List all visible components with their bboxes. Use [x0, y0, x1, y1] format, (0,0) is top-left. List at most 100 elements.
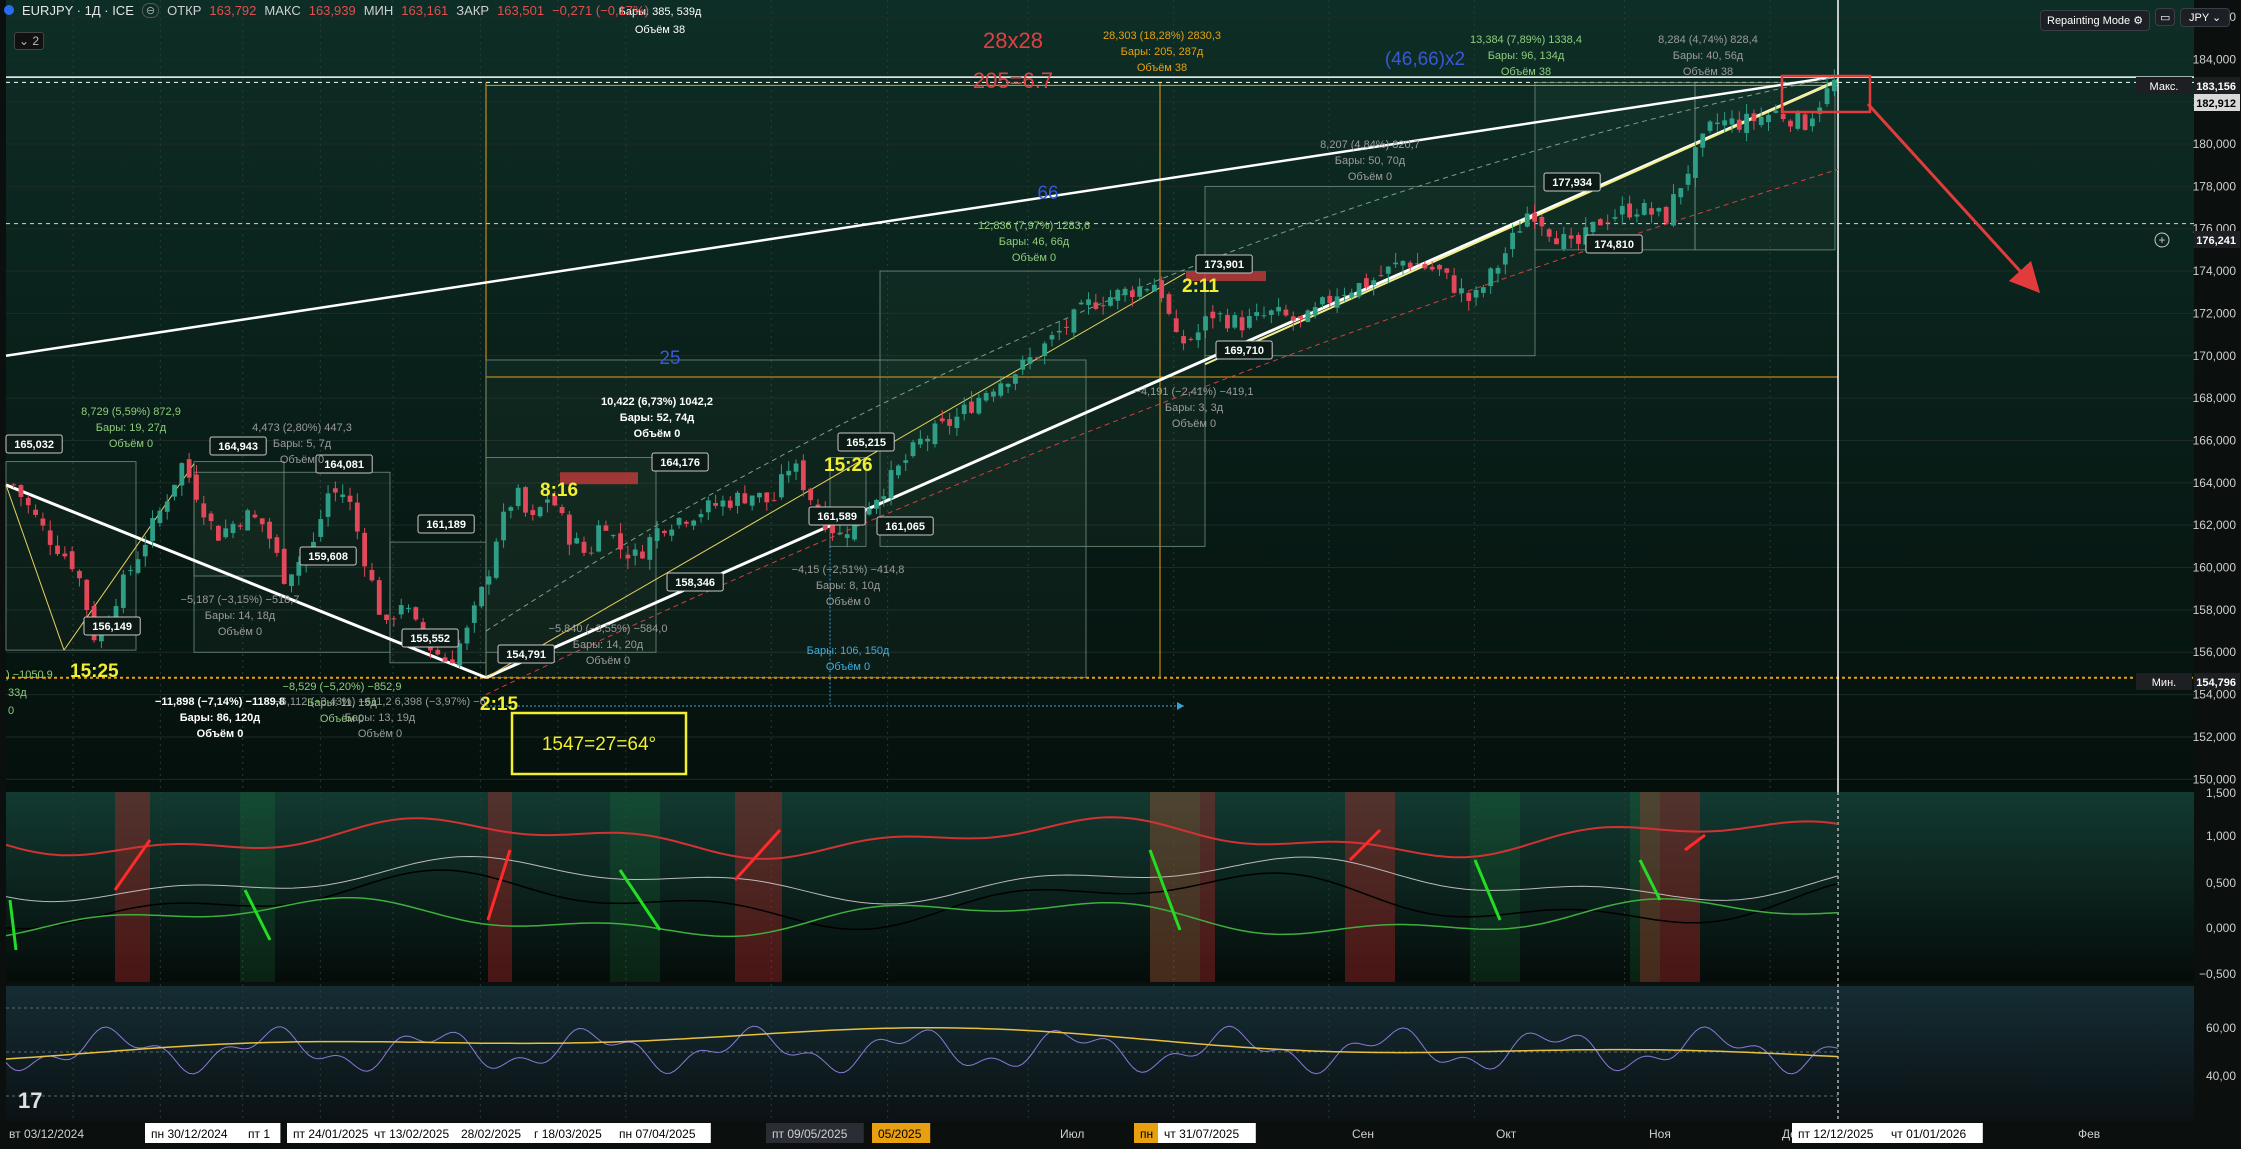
candle-body: [1027, 357, 1033, 364]
candle-body: [186, 459, 192, 478]
price-label-bg: [5, 434, 63, 454]
symbol-title[interactable]: EURJPY · 1Д · ICE: [22, 2, 134, 18]
candle-body: [267, 521, 272, 539]
price-label: 161,589: [817, 511, 857, 523]
price-label-bg: [1585, 234, 1643, 254]
candle-body: [464, 627, 470, 644]
candle-body: [559, 507, 565, 514]
candle-body: [1371, 280, 1377, 285]
price-label: 169,710: [1224, 345, 1264, 357]
time-tick-label: 05/2025: [878, 1127, 922, 1141]
candle-body: [1736, 119, 1742, 130]
time-tick-label: чт 31/07/2025: [1164, 1127, 1239, 1141]
price-tick-label: 164,000: [2193, 476, 2237, 490]
price-badge-label: Мин.: [2152, 677, 2176, 689]
price-label: 159,608: [308, 551, 348, 563]
price-tick-label: 152,000: [2193, 730, 2237, 744]
candle-body: [669, 529, 675, 536]
layers-toggle[interactable]: ⌄ 2: [14, 32, 45, 50]
osc-green-zone: [1150, 792, 1200, 982]
osc-green-spike: [243, 889, 272, 941]
measure-text-13: 28,303 (18,28%) 2830,3: [1103, 30, 1221, 42]
candle-body: [925, 438, 931, 442]
candle-body: [413, 607, 419, 620]
candle-body: [1510, 232, 1516, 250]
candle-body: [1225, 314, 1230, 329]
candle-body: [1480, 287, 1486, 293]
time-label-bg: [528, 1123, 620, 1143]
candle-body: [939, 418, 945, 422]
blue-label-3: (46,66)x2: [1385, 49, 1465, 70]
currency-button[interactable]: JPY ⌄: [2180, 8, 2231, 27]
candle-body: [384, 614, 389, 621]
candle-body: [1429, 266, 1435, 270]
time-tick-label: Ноя: [1649, 1127, 1671, 1141]
candle-body: [376, 580, 382, 615]
candle-body: [1407, 262, 1413, 268]
candle-body: [1437, 264, 1442, 270]
time-tick-label: чт 13/02/2025: [374, 1127, 449, 1141]
candle-body: [142, 544, 148, 557]
candle-body: [1693, 147, 1698, 178]
osc-red-spike: [486, 849, 512, 921]
candle-body: [501, 511, 506, 541]
change-value: −0,271 (−0,17%): [552, 2, 649, 18]
candle-body: [837, 532, 843, 535]
osc-red-zone: [735, 792, 782, 982]
price-badge-value: 182,912: [2196, 98, 2236, 110]
candle-body: [1502, 253, 1508, 265]
measure-text-7: 10,422 (6,73%) 1042,2: [601, 396, 713, 408]
candle-body: [471, 605, 477, 623]
candle-body: [1115, 289, 1121, 301]
candle-body: [588, 552, 594, 554]
time-label-bg: [1158, 1123, 1256, 1143]
candle-body: [1561, 233, 1567, 250]
candle-body: [1612, 217, 1618, 219]
candle-body: [1144, 289, 1150, 291]
candle-body: [757, 492, 762, 498]
candle-body: [625, 554, 631, 559]
measure-box-5: [485, 359, 1087, 679]
candle-body: [1663, 206, 1669, 223]
price-label: 164,943: [218, 441, 258, 453]
time-label: 2:11: [1182, 276, 1219, 297]
measure-text-13: Бары: 205, 287д: [1121, 46, 1204, 58]
candle-body: [932, 423, 938, 445]
candle-body: [1378, 275, 1384, 277]
time-tick-label: 28/02/2025: [461, 1127, 521, 1141]
price-tick-label: 174,000: [2193, 264, 2237, 278]
price-tick-label: 178,000: [2193, 179, 2237, 193]
measure-box-8: [879, 270, 1206, 547]
candle-body: [157, 510, 163, 524]
measure-text-9: −4,15 (−2,51%) −414,8: [792, 564, 905, 576]
screenshot-icon[interactable]: ▭: [2155, 8, 2175, 26]
candle-body: [1554, 238, 1559, 245]
candle-body: [1729, 118, 1735, 125]
candle-body: [245, 510, 251, 531]
candle-body: [1824, 88, 1830, 105]
candle-body: [457, 643, 463, 666]
measure-text-14: 8,207 (4,84%) 820,7: [1320, 139, 1420, 151]
measure-text-14: Объём 0: [1348, 171, 1392, 183]
candle-body: [1817, 107, 1823, 114]
time-label: 15:26: [824, 455, 873, 476]
measure-text-8: −5,840 (−3,55%) −584,0: [549, 623, 668, 635]
candle-body: [917, 438, 923, 445]
time-label-bg: [1792, 1123, 1890, 1143]
candle-body: [1276, 306, 1282, 312]
repainting-mode-label: Repainting Mode: [2047, 15, 2131, 27]
visibility-icon[interactable]: ⊖: [141, 2, 160, 18]
candle-body: [1122, 288, 1128, 296]
repainting-mode-button[interactable]: Repainting Mode ⚙: [2040, 10, 2151, 31]
candle-body: [1356, 283, 1362, 297]
candle-body: [1385, 266, 1391, 274]
candle-body: [1831, 79, 1837, 92]
candle-body: [976, 397, 982, 414]
candle-body: [508, 507, 514, 511]
candle-body: [654, 528, 660, 541]
measure-text-3: Бары: 14, 18д: [205, 610, 276, 622]
time-tick-label: пт 09/05/2025: [772, 1127, 848, 1141]
price-label-bg: [315, 454, 373, 474]
price-badge-label-bg: [2136, 673, 2192, 690]
